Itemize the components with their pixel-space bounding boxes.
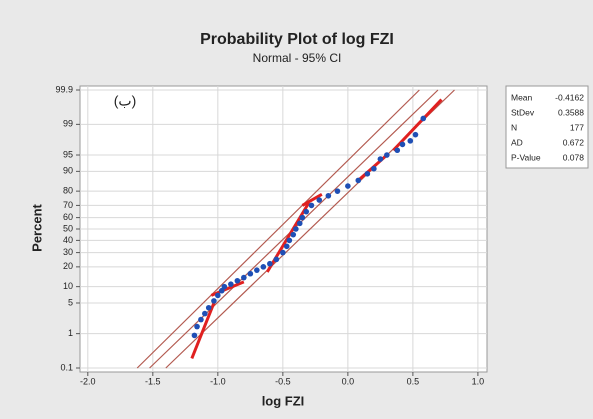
- data-point: [218, 287, 225, 294]
- y-tick-label: 60: [63, 212, 73, 222]
- stat-value: -0.4162: [555, 92, 584, 102]
- x-tick-label: -1.0: [210, 376, 226, 386]
- data-point: [241, 274, 247, 281]
- data-point: [293, 226, 299, 232]
- y-tick-label: 95: [63, 149, 73, 159]
- data-point: [308, 202, 315, 209]
- x-tick-label: 0.0: [342, 376, 355, 386]
- stats-box: [505, 85, 589, 169]
- stat-value: 0.078: [563, 152, 585, 162]
- data-point: [254, 267, 260, 273]
- data-point: [334, 188, 341, 194]
- data-point: [286, 237, 293, 244]
- y-axis-label: Percent: [29, 203, 44, 251]
- chart-subtitle: Normal - 95% CI: [253, 51, 342, 65]
- data-point: [267, 260, 273, 267]
- data-point: [191, 332, 198, 339]
- y-tick-label: 50: [63, 223, 73, 233]
- y-tick-label: 10: [63, 281, 73, 291]
- data-point: [221, 283, 228, 290]
- data-point: [280, 249, 286, 256]
- stat-label: Mean: [511, 92, 533, 102]
- chart-title: Probability Plot of log FZI: [200, 31, 394, 48]
- stat-value: 0.672: [563, 137, 585, 147]
- drawn-segment: [301, 192, 323, 207]
- data-point: [371, 165, 377, 172]
- annotation: (ب): [114, 93, 137, 109]
- data-point: [316, 197, 323, 203]
- data-point: [273, 256, 280, 263]
- y-tick-label: 40: [63, 235, 73, 245]
- data-point: [202, 310, 208, 317]
- data-point: [345, 183, 351, 189]
- x-tick-label: 0.5: [407, 376, 420, 386]
- data-point: [283, 243, 290, 250]
- data-point: [355, 177, 362, 184]
- data-point: [211, 298, 217, 304]
- y-tick-label: 90: [63, 166, 73, 176]
- y-tick-label: 70: [63, 200, 73, 210]
- stat-value: 0.3588: [558, 107, 584, 117]
- stat-label: StDev: [511, 107, 535, 117]
- y-tick-label: 20: [63, 261, 73, 271]
- y-tick-label: 0.1: [60, 362, 73, 372]
- data-point: [399, 141, 406, 148]
- data-point: [384, 152, 390, 158]
- x-tick-label: -2.0: [80, 376, 96, 386]
- data-point: [412, 131, 419, 138]
- x-tick-label: 1.0: [472, 376, 485, 386]
- y-tick-label: 1: [68, 328, 73, 338]
- data-point: [296, 220, 303, 227]
- x-axis-label: log FZI: [262, 393, 305, 408]
- data-point: [205, 304, 212, 311]
- data-point: [247, 270, 254, 277]
- data-point: [303, 208, 310, 215]
- data-point: [325, 192, 332, 199]
- data-point: [234, 277, 241, 284]
- stat-value: 177: [570, 122, 584, 132]
- y-tick-label: 80: [63, 186, 73, 196]
- data-point: [394, 147, 401, 154]
- x-tick-label: -1.5: [145, 376, 161, 386]
- data-point: [364, 171, 371, 177]
- data-point: [377, 156, 384, 162]
- data-point: [228, 281, 234, 287]
- stat-label: P-Value: [511, 152, 541, 162]
- stat-label: AD: [511, 137, 523, 147]
- data-point: [215, 292, 221, 299]
- drawn-segment: [392, 98, 443, 152]
- stat-label: N: [511, 122, 517, 132]
- data-point: [260, 264, 267, 270]
- fit-line: [136, 89, 420, 369]
- drawn-segment: [190, 302, 216, 360]
- y-tick-label: 99: [63, 119, 73, 129]
- data-point: [407, 138, 414, 144]
- y-tick-label: 30: [63, 247, 73, 257]
- data-point: [420, 115, 427, 122]
- data-point: [299, 214, 306, 221]
- data-point: [290, 231, 297, 238]
- y-tick-label: 99.9: [55, 84, 73, 94]
- data-point: [194, 323, 200, 330]
- y-tick-label: 5: [68, 297, 73, 307]
- data-point: [198, 316, 204, 323]
- x-tick-label: -0.5: [275, 376, 291, 386]
